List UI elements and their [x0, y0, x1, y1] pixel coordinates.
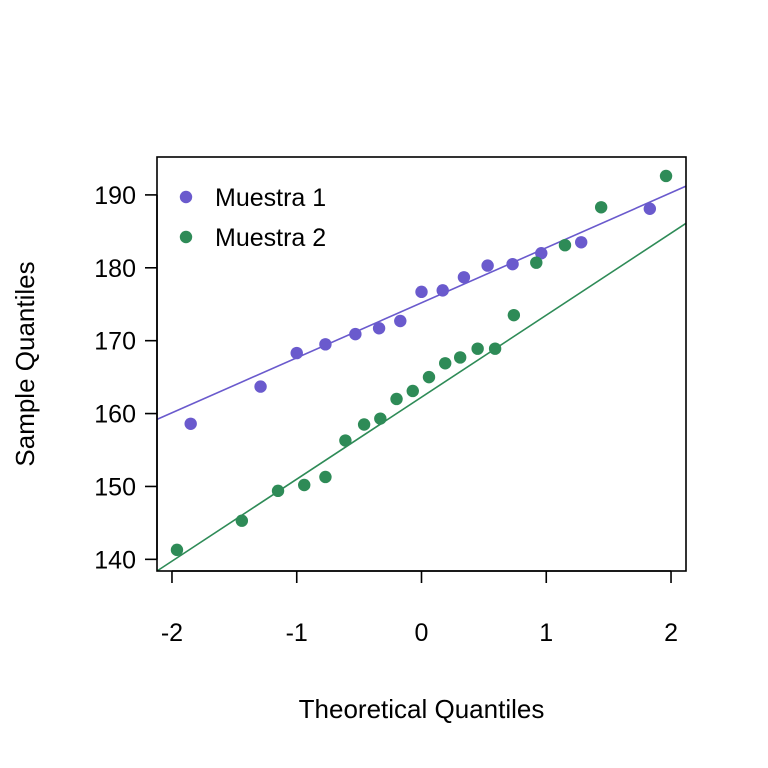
y-tick-label: 190	[94, 182, 136, 210]
legend: Muestra 1 Muestra 2	[179, 184, 326, 252]
data-point-series-2	[390, 392, 403, 406]
y-tick-label: 170	[94, 328, 136, 356]
data-point-series-1	[535, 247, 548, 260]
legend-label-series-2: Muestra 2	[215, 224, 326, 252]
data-point-series-1	[481, 259, 494, 272]
y-tick-label: 160	[94, 401, 136, 429]
reference-lines	[156, 185, 687, 572]
reference-line-series-1	[156, 185, 687, 421]
data-point-series-1	[319, 338, 332, 351]
data-point-series-2	[471, 342, 484, 355]
data-point-series-1	[436, 284, 449, 297]
x-axis: -2 -1 0 1 2	[161, 570, 678, 647]
data-point-series-1	[394, 314, 407, 328]
data-point-series-1	[349, 327, 362, 341]
data-point-series-1	[290, 346, 303, 360]
data-point-series-2	[659, 169, 673, 183]
x-axis-title: Theoretical Quantiles	[299, 694, 545, 724]
x-tick-label: 0	[415, 619, 429, 647]
data-points	[170, 169, 673, 557]
data-point-series-2	[319, 470, 332, 484]
data-point-series-2	[298, 478, 311, 492]
legend-marker-series-1	[179, 190, 193, 204]
legend-marker-series-2	[179, 230, 193, 244]
x-tick-label: -2	[161, 619, 183, 647]
legend-label-series-1: Muestra 1	[215, 184, 326, 212]
data-point-series-2	[453, 351, 467, 364]
data-point-series-1	[457, 271, 471, 284]
y-tick-label: 180	[94, 255, 136, 283]
data-point-series-2	[558, 238, 572, 252]
data-point-series-2	[339, 434, 352, 447]
x-tick-label: 1	[539, 619, 553, 647]
y-tick-label: 150	[94, 473, 136, 501]
data-point-series-1	[372, 322, 386, 335]
y-tick-label: 140	[94, 546, 136, 574]
data-point-series-1	[254, 380, 267, 393]
data-point-series-2	[357, 418, 371, 431]
x-tick-label: -1	[286, 619, 308, 647]
data-point-series-2	[594, 201, 608, 214]
data-point-series-2	[488, 342, 502, 355]
data-point-series-2	[406, 384, 419, 398]
data-point-series-2	[439, 357, 452, 370]
data-point-series-1	[184, 417, 197, 430]
data-point-series-2	[271, 484, 285, 498]
data-point-series-2	[235, 514, 249, 527]
reference-line-series-2	[156, 222, 687, 572]
data-point-series-2	[530, 256, 543, 269]
data-point-series-1	[506, 257, 519, 271]
data-point-series-1	[415, 285, 428, 299]
x-tick-label: 2	[664, 619, 678, 647]
data-point-series-2	[170, 543, 184, 557]
data-point-series-1	[574, 236, 588, 249]
data-point-series-1	[643, 202, 657, 215]
y-axis: 140 150 160 170 180 190	[94, 182, 158, 574]
y-axis-title: Sample Quantiles	[10, 261, 40, 466]
data-point-series-2	[422, 370, 436, 384]
data-point-series-2	[507, 308, 521, 322]
data-point-series-2	[374, 412, 387, 425]
